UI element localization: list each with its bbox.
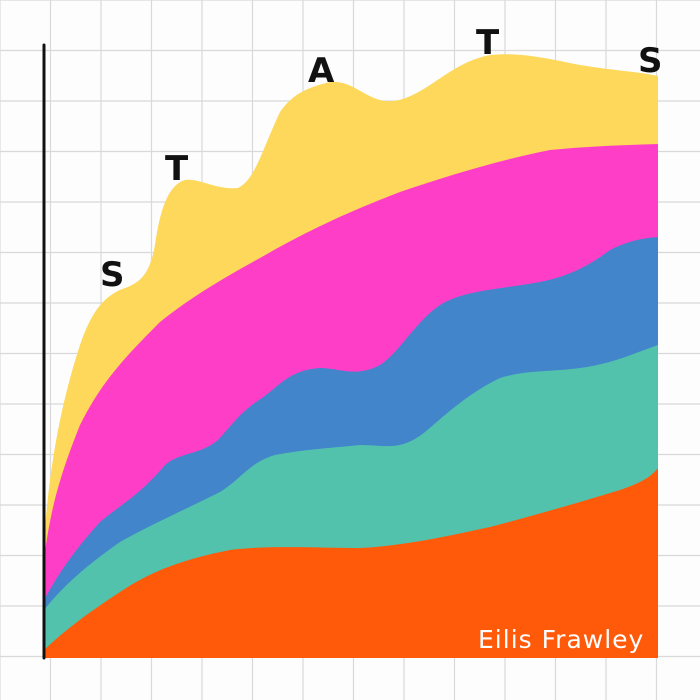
- area-orange: [44, 468, 658, 658]
- title-letter-a: A: [308, 51, 335, 91]
- title-letter-t2: T: [476, 23, 500, 63]
- title-letter-s1: S: [100, 255, 125, 295]
- artist-signature: Eilis Frawley: [478, 625, 644, 654]
- title-letter-t1: T: [165, 149, 189, 189]
- title-letter-s2: S: [638, 41, 663, 81]
